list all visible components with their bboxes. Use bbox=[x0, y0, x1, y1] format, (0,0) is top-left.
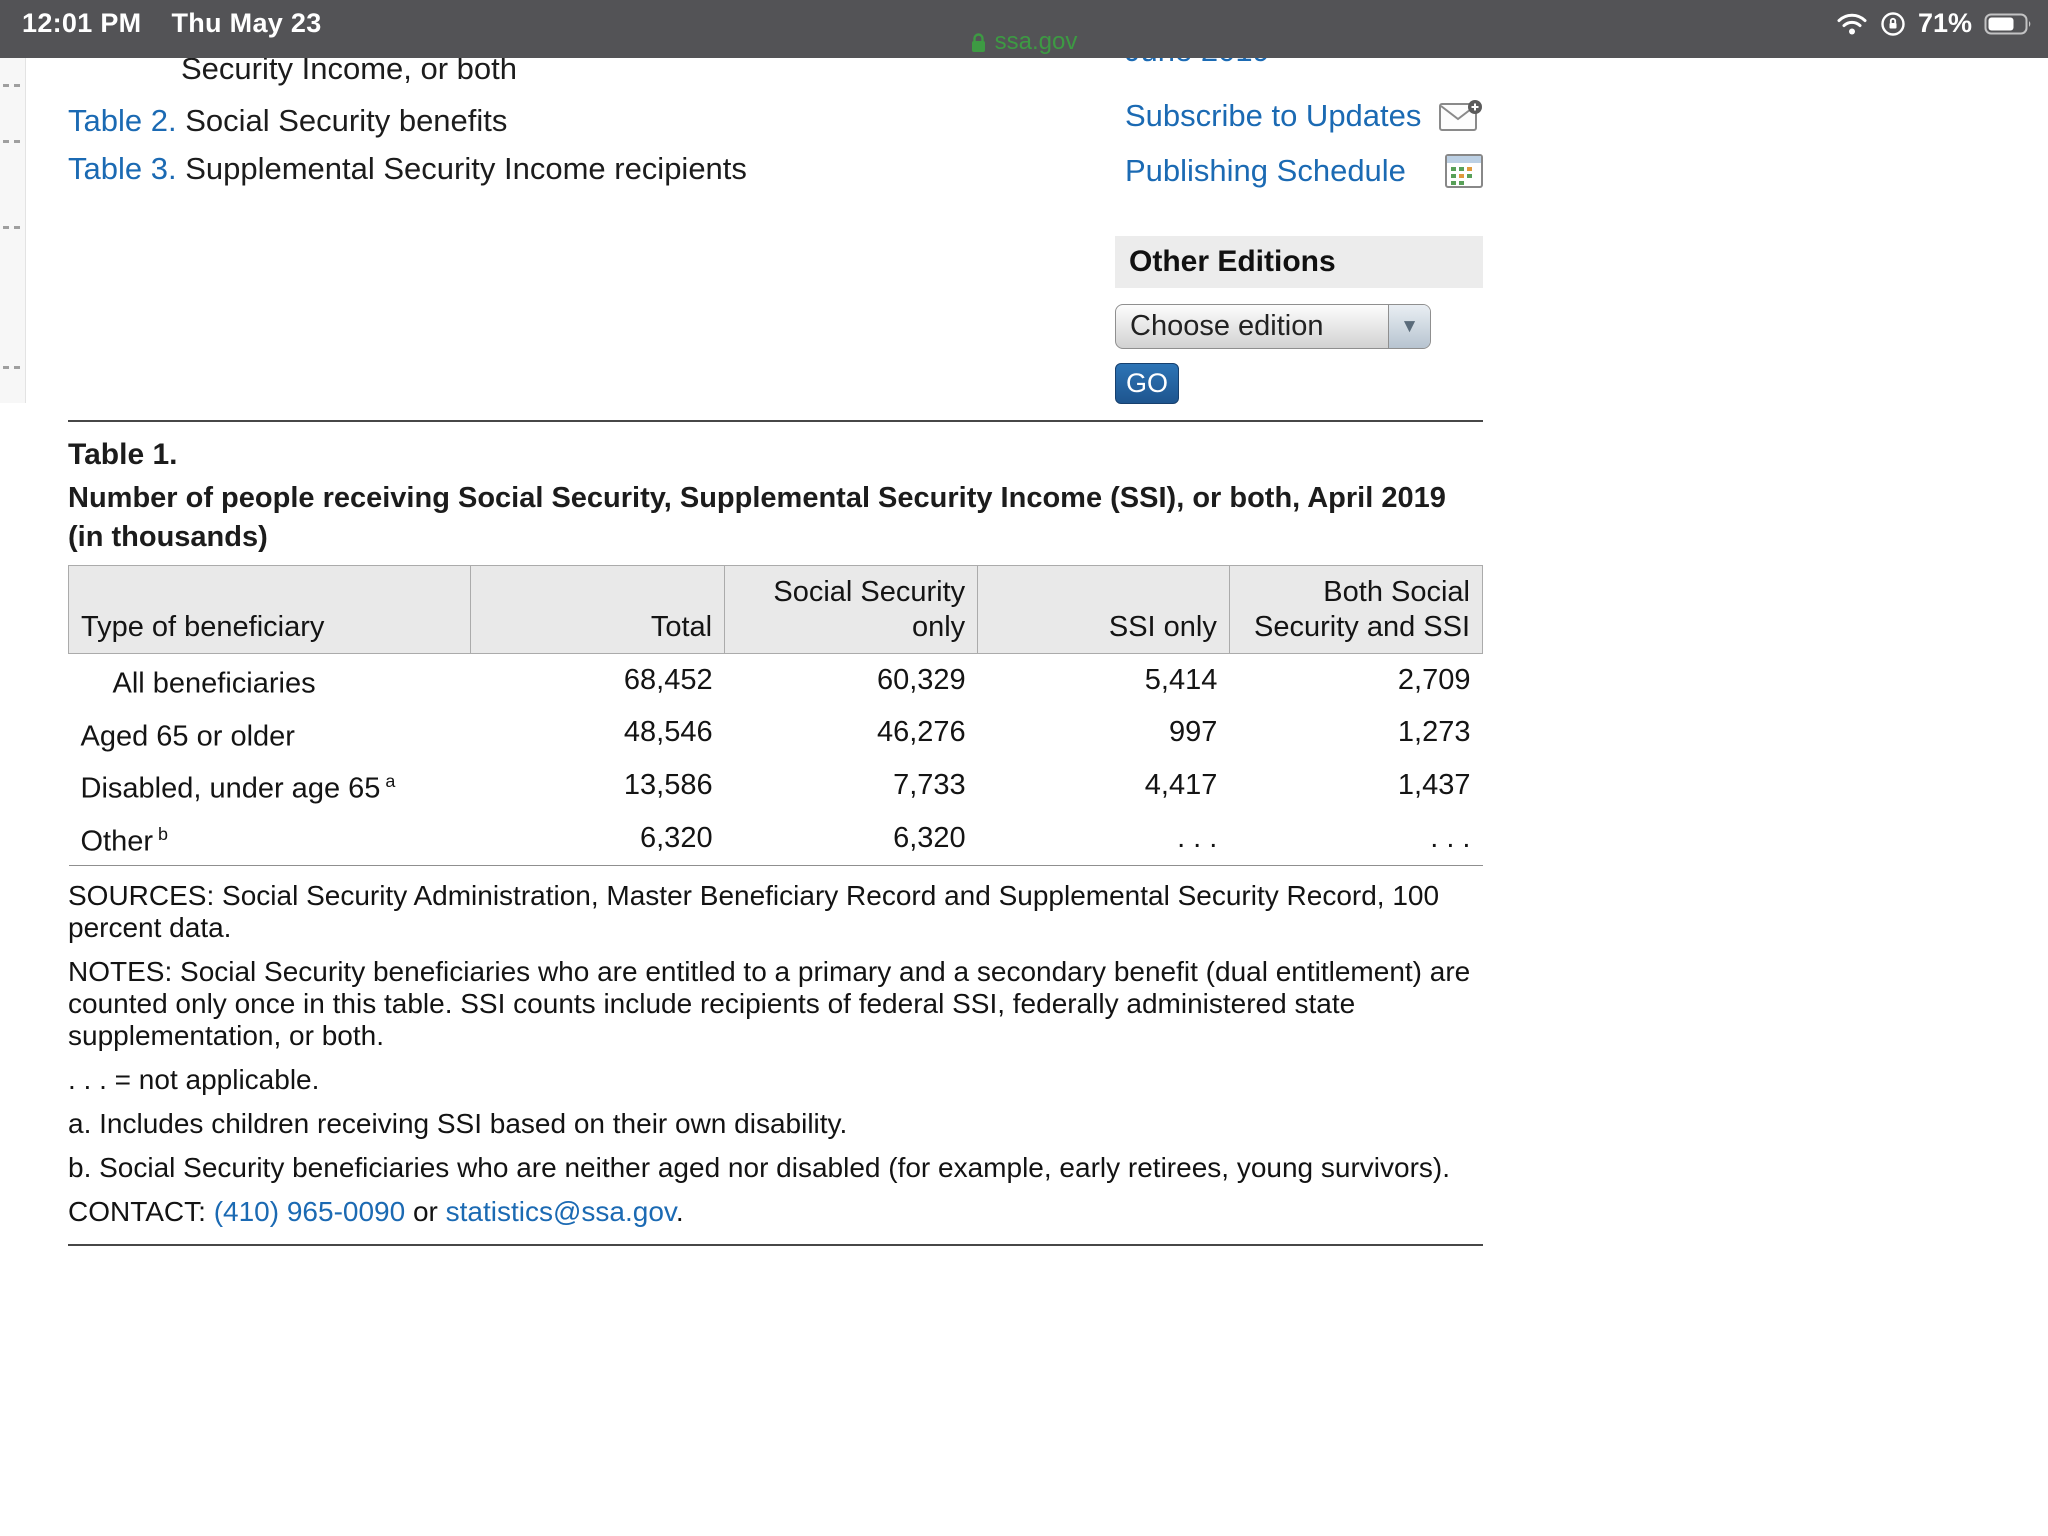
col-header-ssi-only: SSI only bbox=[977, 565, 1230, 654]
section-divider bbox=[68, 420, 1483, 422]
table-header-row: Type of beneficiary Total Social Securit… bbox=[68, 565, 1484, 654]
cell-both: 1,437 bbox=[1397, 769, 1471, 802]
table-of-contents: Security Income, or both Table 2. Social… bbox=[68, 51, 747, 410]
cell-ssi-only: 5,414 bbox=[1144, 663, 1218, 696]
cell-ssi-only: . . . bbox=[977, 811, 1230, 866]
cell-ss-only: 7,733 bbox=[893, 769, 966, 802]
rail-anchor-mark bbox=[3, 140, 20, 143]
table1-label: Table 1. bbox=[68, 438, 178, 471]
col-header-type: Type of beneficiary bbox=[68, 565, 471, 654]
footnote-b: b. Social Security beneficiaries who are… bbox=[68, 1151, 1451, 1183]
cell-ss-only: 60,329 bbox=[876, 663, 966, 696]
wifi-icon bbox=[1836, 12, 1868, 36]
battery-percent: 71% bbox=[1917, 8, 1972, 38]
not-applicable-note: . . . = not applicable. bbox=[68, 1063, 320, 1095]
subscribe-link[interactable]: Subscribe to Updates bbox=[1125, 98, 1422, 133]
col-header-both: Both Social Security and SSI bbox=[1228, 565, 1484, 654]
table2-link[interactable]: Table 2. bbox=[68, 103, 177, 138]
chevron-down-icon[interactable]: ▼ bbox=[1388, 305, 1430, 348]
table1-title: Number of people receiving Social Securi… bbox=[68, 482, 1446, 514]
beneficiaries-table: Type of beneficiary Total Social Securit… bbox=[68, 565, 1484, 866]
orientation-lock-icon bbox=[1880, 11, 1906, 37]
beneficiary-type: Aged 65 or older bbox=[80, 720, 295, 753]
rail-anchor-mark bbox=[3, 84, 20, 87]
beneficiary-type: All beneficiaries bbox=[112, 667, 316, 700]
contact-period: . bbox=[675, 1195, 684, 1227]
edition-select-value: Choose edition bbox=[1130, 310, 1324, 342]
side-panel: June 2019 Subscribe to Updates Publishin… bbox=[1115, 33, 1483, 410]
footnote-a: a. Includes children receiving SSI based… bbox=[68, 1107, 848, 1139]
cell-total: 48,546 bbox=[623, 716, 713, 749]
status-date: Thu May 23 bbox=[171, 8, 322, 38]
cell-ssi-only: 4,417 bbox=[1144, 769, 1218, 802]
table3-link[interactable]: Table 3. bbox=[68, 151, 177, 186]
left-rail bbox=[0, 58, 26, 403]
url-domain[interactable]: ssa.gov bbox=[994, 28, 1078, 55]
status-left: 12:01 PM Thu May 23 bbox=[22, 8, 322, 39]
table2-title: Social Security benefits bbox=[176, 103, 508, 138]
cell-total: 13,586 bbox=[623, 769, 713, 802]
cell-both: 2,709 bbox=[1397, 663, 1471, 696]
publishing-schedule-link[interactable]: Publishing Schedule bbox=[1125, 153, 1406, 188]
table1-subtitle: (in thousands) bbox=[68, 521, 268, 553]
beneficiary-type: Disabled, under age 65 bbox=[80, 772, 381, 805]
top-section: Security Income, or both Table 2. Social… bbox=[68, 33, 1483, 410]
publishing-row: Publishing Schedule bbox=[1125, 152, 1483, 190]
cell-ss-only: 6,320 bbox=[724, 811, 978, 866]
col-header-ss-only: Social Security only bbox=[724, 565, 979, 654]
contact-line: CONTACT: (410) 965-0090 or statistics@ss… bbox=[68, 1196, 1483, 1228]
other-editions-header: Other Editions bbox=[1115, 236, 1483, 288]
contact-separator: or bbox=[405, 1195, 446, 1227]
battery-icon bbox=[1984, 12, 2034, 36]
status-right: 71% bbox=[1836, 8, 2034, 39]
toc-item-table3: Table 3. Supplemental Security Income re… bbox=[68, 150, 747, 188]
calendar-icon[interactable] bbox=[1445, 153, 1483, 189]
cell-total: 6,320 bbox=[470, 811, 725, 866]
cell-both: . . . bbox=[1229, 811, 1483, 866]
table-row: Other b 6,320 6,320 . . . . . . bbox=[68, 811, 1483, 866]
table3-title: Supplemental Security Income recipients bbox=[176, 151, 747, 186]
rail-anchor-mark bbox=[3, 226, 20, 229]
subscribe-row: Subscribe to Updates bbox=[1125, 97, 1483, 135]
beneficiary-type: Other bbox=[80, 825, 154, 858]
contact-label: CONTACT: bbox=[68, 1195, 214, 1227]
table-row: Disabled, under age 65 a 13,586 7,733 4,4… bbox=[69, 759, 1483, 812]
cell-total: 68,452 bbox=[623, 663, 713, 696]
go-button[interactable]: GO bbox=[1115, 363, 1179, 404]
cell-ssi-only: 997 bbox=[1168, 716, 1218, 749]
rail-anchor-mark bbox=[3, 366, 20, 369]
page-content: Security Income, or both Table 2. Social… bbox=[68, 33, 1484, 1246]
lock-icon bbox=[971, 32, 986, 53]
col-header-total: Total bbox=[469, 565, 726, 654]
table-row: All beneficiaries 68,452 60,329 5,414 2,… bbox=[69, 654, 1483, 707]
table-row: Aged 65 or older 48,546 46,276 997 1,273 bbox=[69, 707, 1483, 760]
cell-both: 1,273 bbox=[1397, 716, 1471, 749]
footnote-marker: b bbox=[158, 823, 169, 844]
status-time: 12:01 PM bbox=[22, 8, 142, 38]
footnote-marker: a bbox=[385, 771, 396, 792]
edition-select[interactable]: Choose edition ▼ bbox=[1115, 304, 1431, 349]
contact-email-link[interactable]: statistics@ssa.gov bbox=[445, 1195, 676, 1227]
status-bar: 12:01 PM Thu May 23 71% bbox=[0, 0, 2048, 58]
bottom-divider bbox=[68, 1243, 1483, 1246]
address-bar[interactable]: ssa.gov bbox=[0, 27, 2048, 57]
cell-ss-only: 46,276 bbox=[876, 716, 966, 749]
sources-note: SOURCES: Social Security Administration,… bbox=[68, 879, 1440, 943]
contact-phone-link[interactable]: (410) 965-0090 bbox=[213, 1195, 406, 1227]
toc-item-table2: Table 2. Social Security benefits bbox=[68, 102, 747, 140]
general-note: NOTES: Social Security beneficiaries who… bbox=[68, 955, 1471, 1051]
email-subscribe-icon[interactable] bbox=[1439, 99, 1483, 133]
